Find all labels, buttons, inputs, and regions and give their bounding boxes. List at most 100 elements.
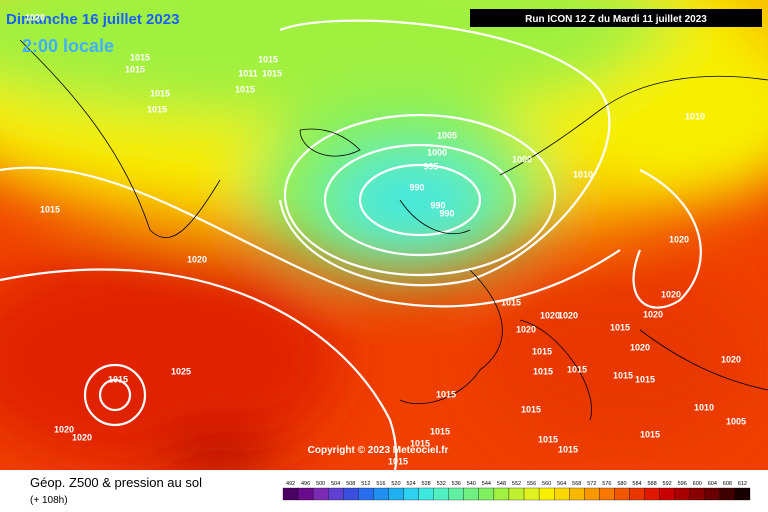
- scale-label: 592: [663, 481, 672, 487]
- isobar-label: 1015: [521, 404, 541, 414]
- scale-swatch: [478, 487, 495, 501]
- isobar-label: 990: [439, 208, 454, 218]
- scale-swatch: [373, 487, 389, 501]
- isobar-label: 1020: [643, 309, 663, 319]
- isobar-label: 1015: [40, 204, 60, 214]
- isobar-label: 1015: [108, 374, 128, 384]
- isobar-label: 1015: [635, 374, 655, 384]
- scale-swatch: [584, 487, 600, 501]
- run-info: Run ICON 12 Z du Mardi 11 juillet 2023: [525, 14, 707, 25]
- isobar-label: 1015: [538, 434, 558, 444]
- scale-swatch: [418, 487, 434, 501]
- isobar-label: 1015: [567, 364, 587, 374]
- isobar-label: 995: [423, 161, 438, 171]
- scale-swatch: [297, 487, 314, 501]
- coastlines: [19, 39, 768, 421]
- footer-lead: (+ 108h): [30, 495, 68, 506]
- footer-title: Géop. Z500 & pression au sol: [30, 475, 202, 490]
- date: Dimanche 16 juillet 2023: [6, 11, 179, 28]
- map-field: [0, 0, 768, 470]
- scale-swatch: [569, 487, 585, 501]
- scale-label: 608: [723, 481, 732, 487]
- isobar-label: 1000: [512, 154, 532, 164]
- scale-label: 604: [708, 481, 717, 487]
- scale-swatch: [508, 487, 525, 501]
- isobar-label: 1020: [72, 432, 92, 442]
- scale-label: 536: [452, 481, 461, 487]
- scale-swatch: [599, 487, 615, 501]
- scale-swatch: [403, 487, 419, 501]
- scale-swatch: [689, 487, 705, 501]
- isobar-label: 1005: [437, 130, 457, 140]
- isobar-label: 1015: [613, 370, 633, 380]
- scale-label: 524: [406, 481, 415, 487]
- scale-swatch: [523, 487, 540, 501]
- scale-swatch: [328, 487, 344, 501]
- isobar-label: 1015: [532, 346, 552, 356]
- scale-label: 496: [301, 481, 310, 487]
- scale-label: 492: [286, 481, 295, 487]
- scale-swatch: [674, 487, 690, 501]
- scale-label: 508: [346, 481, 355, 487]
- isobar-label: 1015: [436, 389, 456, 399]
- scale-swatch: [463, 487, 479, 501]
- isobar-label: 1010: [694, 402, 714, 412]
- isobar-label: 1015: [147, 104, 167, 114]
- run-box: [470, 9, 762, 27]
- scale-label: 572: [587, 481, 596, 487]
- isobar-label: 1015: [130, 52, 150, 62]
- isobar-label: 1015: [388, 456, 408, 466]
- isobar-label: 1000: [427, 147, 447, 157]
- scale-label: 560: [542, 481, 551, 487]
- isobar-label: 1025: [171, 366, 191, 376]
- scale-label: 600: [693, 481, 702, 487]
- scale-swatch: [493, 487, 510, 501]
- scale-swatch: [538, 487, 555, 501]
- isobar-label: 1020: [540, 310, 560, 320]
- isobar-label: 1020: [721, 354, 741, 364]
- scale-label: 540: [467, 481, 476, 487]
- scale-swatch: [433, 487, 449, 501]
- scale-swatch: [343, 487, 359, 501]
- scale-label: 504: [331, 481, 340, 487]
- isobar-label: 990: [409, 182, 424, 192]
- isobar-label: 1015: [150, 88, 170, 98]
- scale-label: 580: [617, 481, 626, 487]
- scale-label: 544: [482, 481, 491, 487]
- isobar-label: 1015: [558, 444, 578, 454]
- scale-label: 576: [602, 481, 611, 487]
- isobar-label: 990: [430, 200, 445, 210]
- isobar-label: 1011: [238, 68, 258, 78]
- scale-swatch: [388, 487, 404, 501]
- isobar-label: 1015: [501, 297, 521, 307]
- scale-label: 556: [527, 481, 536, 487]
- scale-label: 552: [512, 481, 521, 487]
- scale-label: 516: [376, 481, 385, 487]
- scale-swatch: [629, 487, 645, 501]
- scale-label: 520: [391, 481, 400, 487]
- scale-label: 596: [678, 481, 687, 487]
- isobar-label: 1020: [516, 324, 536, 334]
- scale-swatch: [659, 487, 675, 501]
- scale-label: 612: [738, 481, 747, 487]
- isobar-label: 1020: [669, 234, 689, 244]
- scale-swatch: [614, 487, 630, 501]
- scale-label: 528: [422, 481, 431, 487]
- scale-label: 584: [632, 481, 641, 487]
- scale-swatch: [312, 487, 329, 501]
- scale-swatch: [282, 487, 299, 501]
- scale-swatch: [704, 487, 721, 501]
- isobar-label: 1020: [630, 342, 650, 352]
- isobar-label: 1010: [573, 169, 593, 179]
- isobar-label: 1020: [25, 12, 45, 22]
- isobar-label: 1015: [235, 84, 255, 94]
- isobar-label: 1005: [726, 416, 746, 426]
- scale-label: 568: [572, 481, 581, 487]
- scale-swatch: [358, 487, 374, 501]
- isobar-label: 1010: [685, 111, 705, 121]
- scale-label: 512: [361, 481, 370, 487]
- isobar-label: 1015: [258, 54, 278, 64]
- scale-label: 500: [316, 481, 325, 487]
